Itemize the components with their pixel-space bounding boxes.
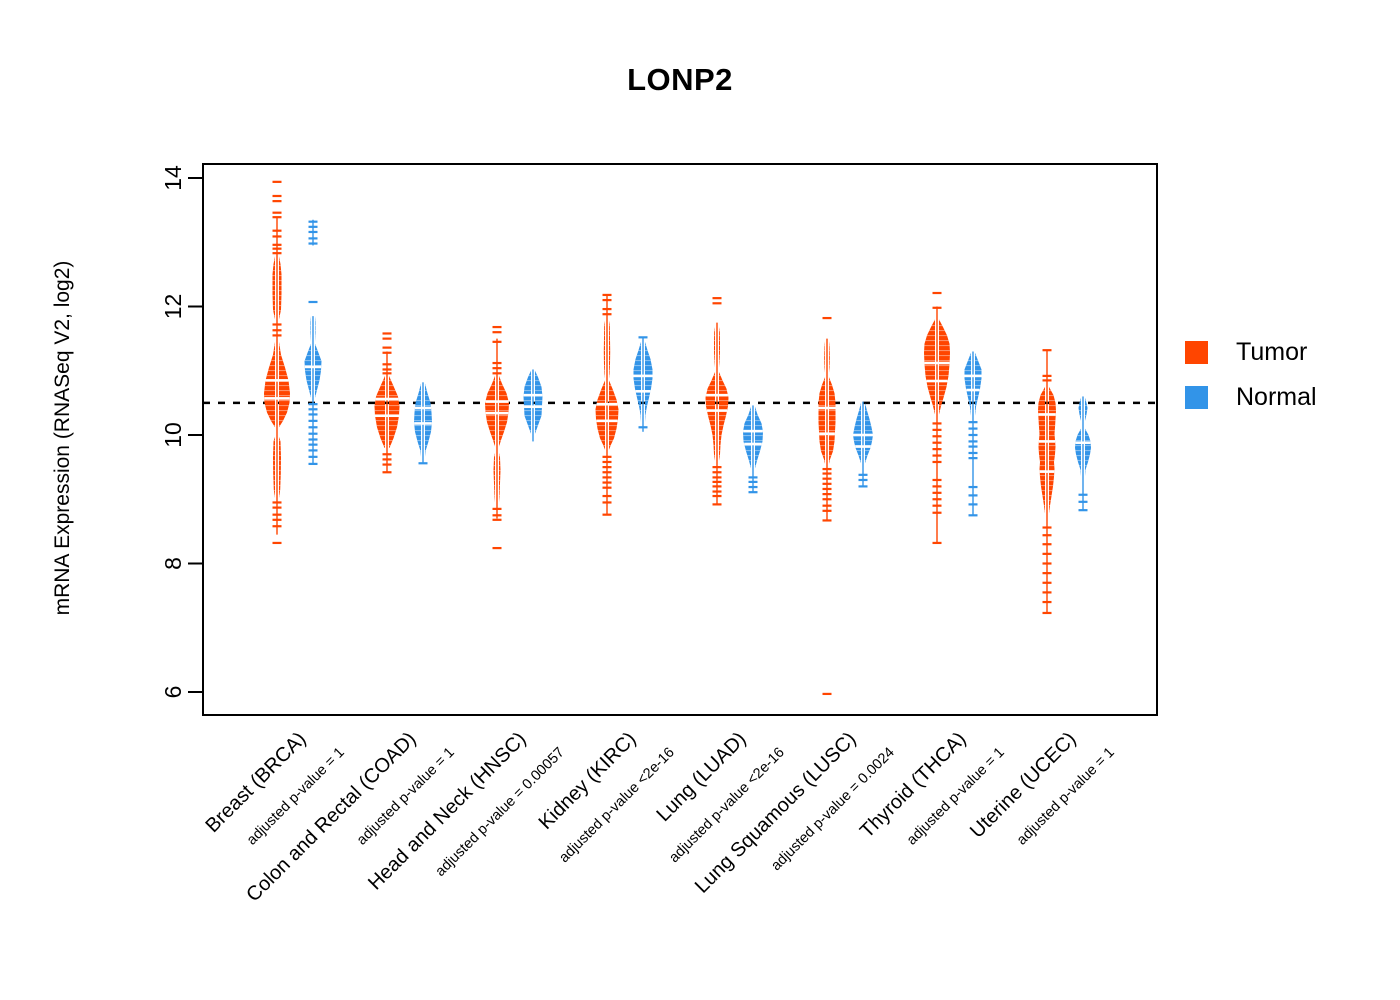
violin-ucec-tumor [1038, 349, 1056, 615]
x-label-ucec: Uterine (UCEC) [966, 728, 1081, 843]
violin-coad-tumor [374, 332, 400, 474]
chart-title: LONP2 [627, 62, 733, 97]
tumor-color-swatch [1185, 341, 1208, 364]
violin-hnsc-normal [523, 369, 543, 442]
y-tick-label: 8 [160, 557, 186, 570]
x-label-brca: Breast (BRCA) [201, 728, 310, 837]
violin-thca-tumor [924, 291, 950, 545]
legend-item-tumor: Tumor [1185, 338, 1317, 367]
x-label-kirc: Kidney (KIRC) [535, 728, 641, 834]
legend-label-normal: Normal [1236, 383, 1317, 411]
y-tick-label: 14 [160, 165, 186, 191]
normal-color-swatch [1185, 386, 1208, 409]
y-tick-label: 12 [160, 294, 186, 320]
x-sublabel-ucec: adjusted p-value = 1 [1014, 745, 1118, 849]
x-sublabel-coad: adjusted p-value = 1 [354, 745, 458, 849]
violin-thca-normal [964, 351, 982, 517]
violin-hnsc-tumor [485, 325, 509, 550]
y-tick-label: 6 [160, 686, 186, 699]
legend-label-tumor: Tumor [1236, 338, 1308, 366]
violin-kirc-normal [633, 336, 653, 432]
legend: Tumor Normal [1185, 338, 1317, 428]
plot-box [202, 163, 1158, 716]
x-label-thca: Thyroid (THCA) [856, 728, 971, 843]
violin-brca-tumor [264, 180, 290, 545]
x-sublabel-brca: adjusted p-value = 1 [244, 745, 348, 849]
violin-lusc-normal [853, 401, 873, 488]
y-axis-label: mRNA Expression (RNASeq V2, log2) [51, 260, 74, 616]
violin-ucec-normal [1075, 396, 1091, 512]
y-tick-label: 10 [160, 422, 186, 448]
violin-kirc-tumor [595, 293, 619, 516]
legend-item-normal: Normal [1185, 383, 1317, 412]
violin-brca-normal [304, 219, 322, 466]
violin-lusc-tumor [818, 316, 836, 696]
x-sublabel-thca: adjusted p-value = 1 [904, 745, 1008, 849]
violin-luad-tumor [705, 297, 729, 506]
violin-coad-normal [414, 382, 432, 465]
x-label-luad: Lung (LUAD) [652, 728, 750, 826]
violin-luad-normal [743, 405, 763, 494]
